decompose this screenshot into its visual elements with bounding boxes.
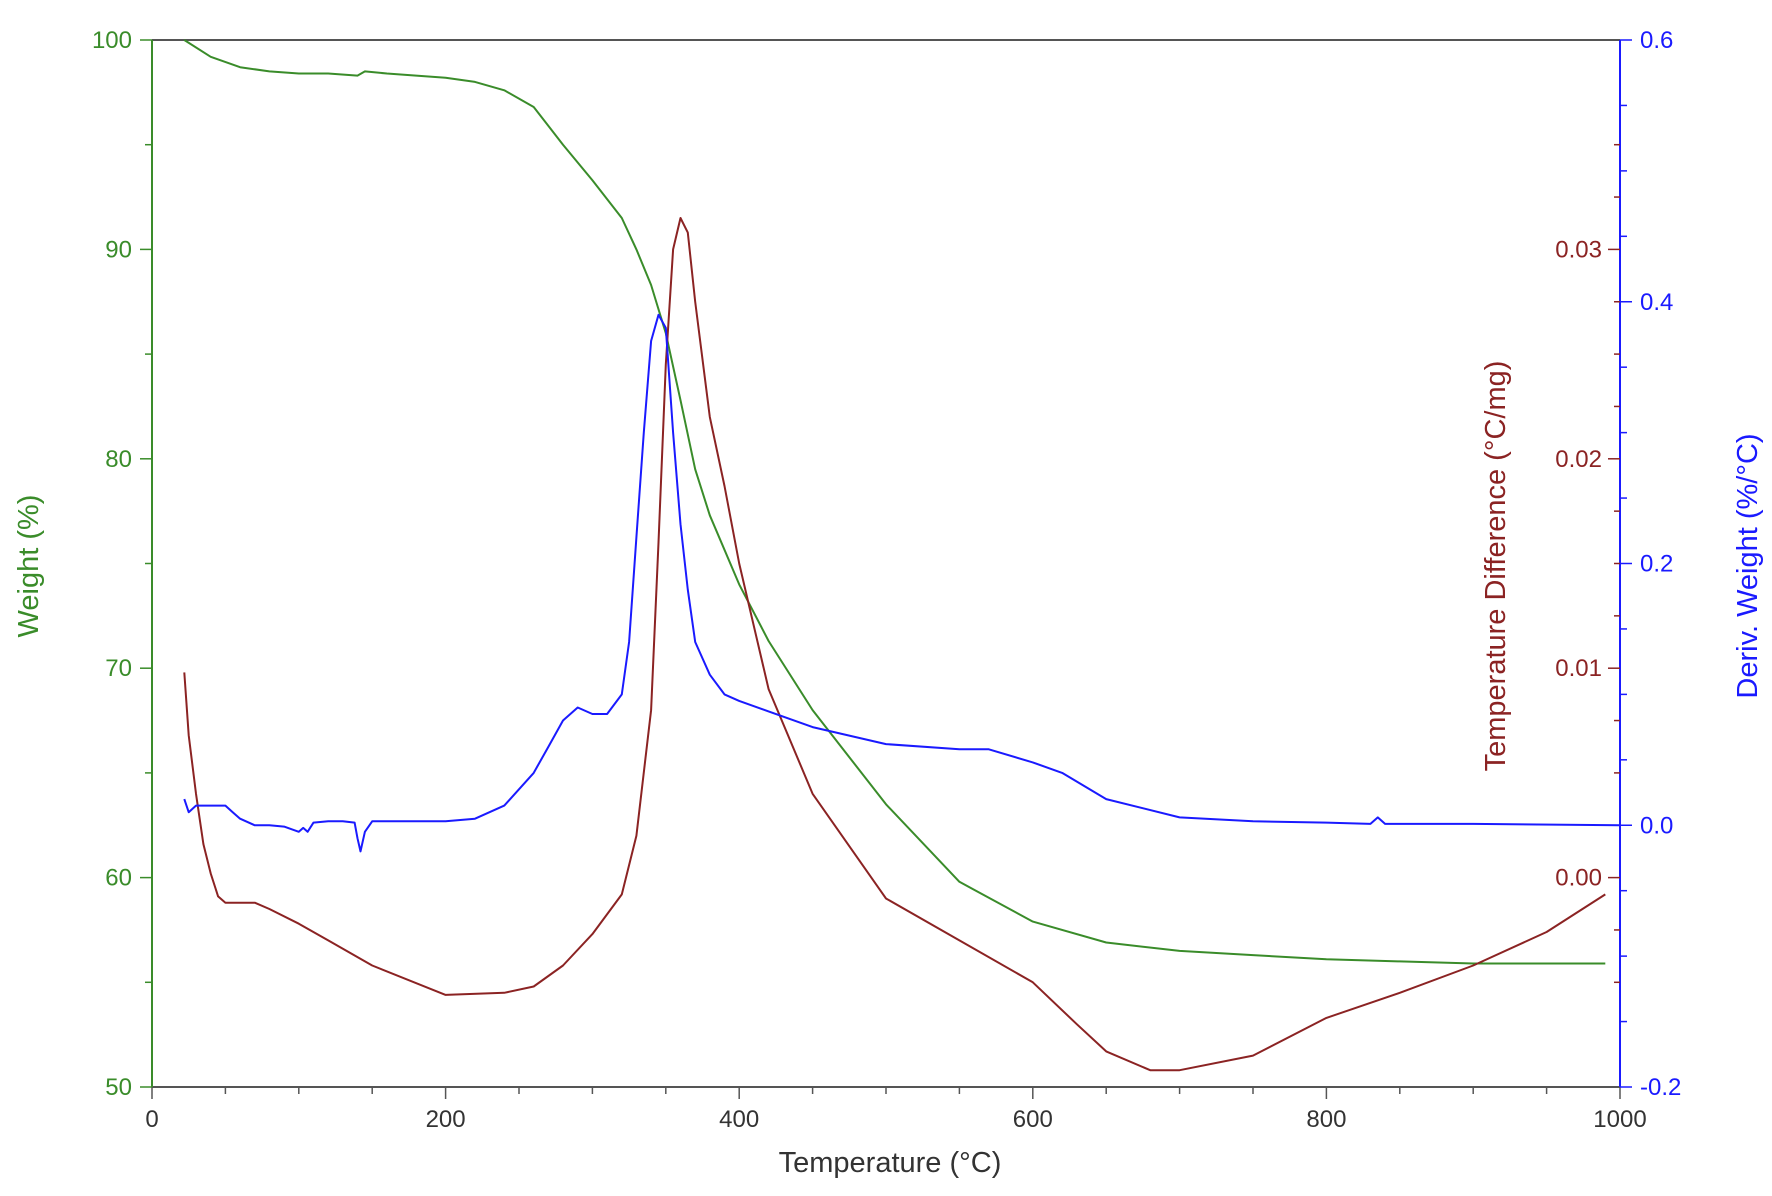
temperature-difference-curve bbox=[183, 217, 1606, 1072]
weight-axis-label: Weight (%) bbox=[13, 495, 45, 638]
deriv-tick-label: 0.2 bbox=[1640, 551, 1673, 578]
temp-diff-tick-label: 0.03 bbox=[1555, 236, 1602, 263]
x-tick-label: 200 bbox=[426, 1106, 466, 1133]
weight-tick-label: 80 bbox=[105, 446, 132, 473]
x-axis-label: Temperature (°C) bbox=[779, 1147, 1002, 1179]
x-tick-label: 1000 bbox=[1593, 1106, 1646, 1133]
temp-diff-tick-label: 0.01 bbox=[1555, 655, 1602, 682]
deriv-tick-label: 0.0 bbox=[1640, 812, 1673, 839]
weight-axis: 50 60 70 80 90 100 bbox=[92, 27, 152, 1101]
weight-tick-label: 100 bbox=[92, 27, 132, 54]
deriv-tick-label: 0.4 bbox=[1640, 289, 1673, 316]
weight-tick-label: 70 bbox=[105, 655, 132, 682]
x-tick-label: 600 bbox=[1013, 1106, 1053, 1133]
weight-tick-label: 60 bbox=[105, 865, 132, 892]
temp-diff-tick-label: 0.00 bbox=[1555, 865, 1602, 892]
deriv-tick-label: -0.2 bbox=[1640, 1074, 1681, 1101]
deriv-weight-curve bbox=[183, 313, 1621, 853]
x-axis: 0 200 400 600 800 1000 bbox=[145, 1087, 1647, 1133]
weight-tick-label: 50 bbox=[105, 1074, 132, 1101]
x-tick-label: 800 bbox=[1306, 1106, 1346, 1133]
temperature-difference-axis: 0.00 0.01 0.02 0.03 bbox=[1555, 143, 1620, 984]
temp-diff-axis-label: Temperature Difference (°C/mg) bbox=[1480, 361, 1512, 772]
deriv-weight-axis: -0.2 0.0 0.2 0.4 0.6 bbox=[1620, 27, 1681, 1101]
x-tick-label: 0 bbox=[145, 1106, 158, 1133]
deriv-tick-label: 0.6 bbox=[1640, 27, 1673, 54]
weight-tick-label: 90 bbox=[105, 236, 132, 263]
deriv-weight-axis-label: Deriv. Weight (%/°C) bbox=[1732, 433, 1764, 698]
weight-curve bbox=[183, 39, 1606, 965]
x-tick-label: 400 bbox=[719, 1106, 759, 1133]
series-layer bbox=[183, 39, 1621, 1072]
temp-diff-tick-label: 0.02 bbox=[1555, 446, 1602, 473]
